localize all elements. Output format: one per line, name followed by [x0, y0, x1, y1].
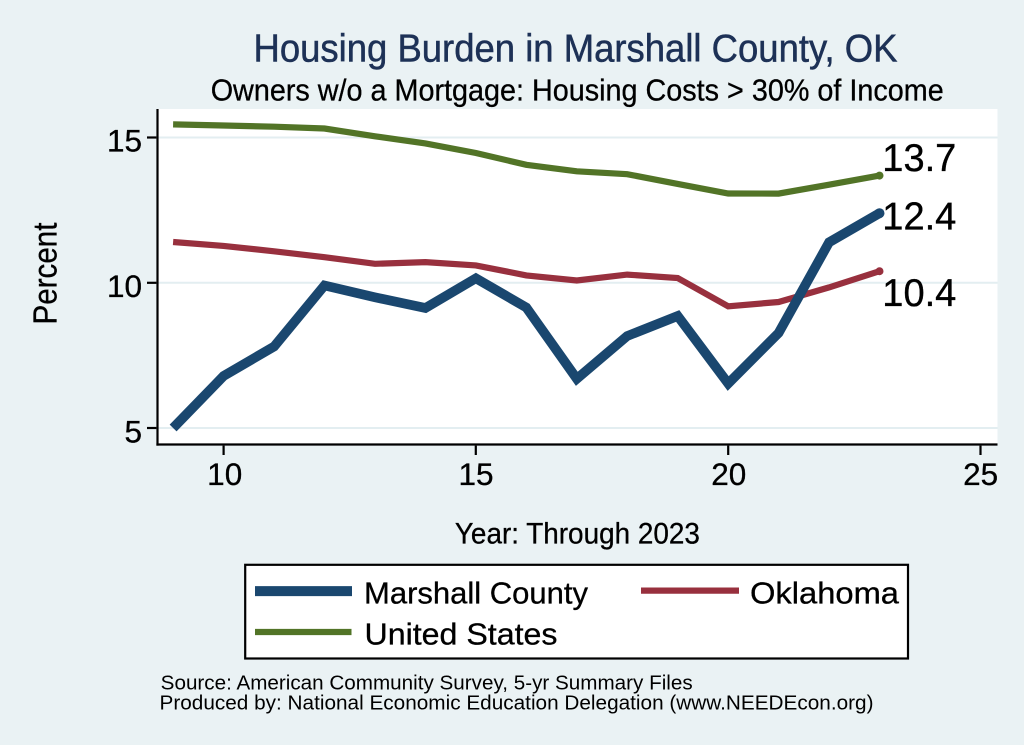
- svg-text:10: 10: [207, 456, 242, 492]
- svg-text:15: 15: [458, 456, 493, 492]
- svg-text:United States: United States: [365, 618, 558, 652]
- svg-text:5: 5: [124, 414, 142, 450]
- svg-text:20: 20: [711, 456, 746, 492]
- svg-text:10.4: 10.4: [882, 272, 956, 315]
- svg-text:Owners w/o a Mortgage: Housing: Owners w/o a Mortgage: Housing Costs > 3…: [211, 73, 944, 108]
- svg-text:Source: American Community Sur: Source: American Community Survey, 5-yr …: [161, 671, 693, 694]
- svg-text:13.7: 13.7: [882, 137, 956, 180]
- svg-text:12.4: 12.4: [882, 195, 956, 238]
- svg-text:25: 25: [963, 456, 998, 492]
- svg-text:Percent: Percent: [27, 223, 64, 325]
- svg-text:Oklahoma: Oklahoma: [750, 576, 899, 610]
- svg-text:Housing Burden in Marshall Cou: Housing Burden in Marshall County, OK: [254, 28, 898, 71]
- svg-text:15: 15: [107, 122, 142, 158]
- svg-text:Year: Through 2023: Year: Through 2023: [455, 517, 700, 550]
- svg-text:10: 10: [107, 268, 142, 304]
- svg-text:Marshall County: Marshall County: [364, 576, 589, 610]
- svg-text:Produced by: National Economic: Produced by: National Economic Education…: [160, 692, 874, 715]
